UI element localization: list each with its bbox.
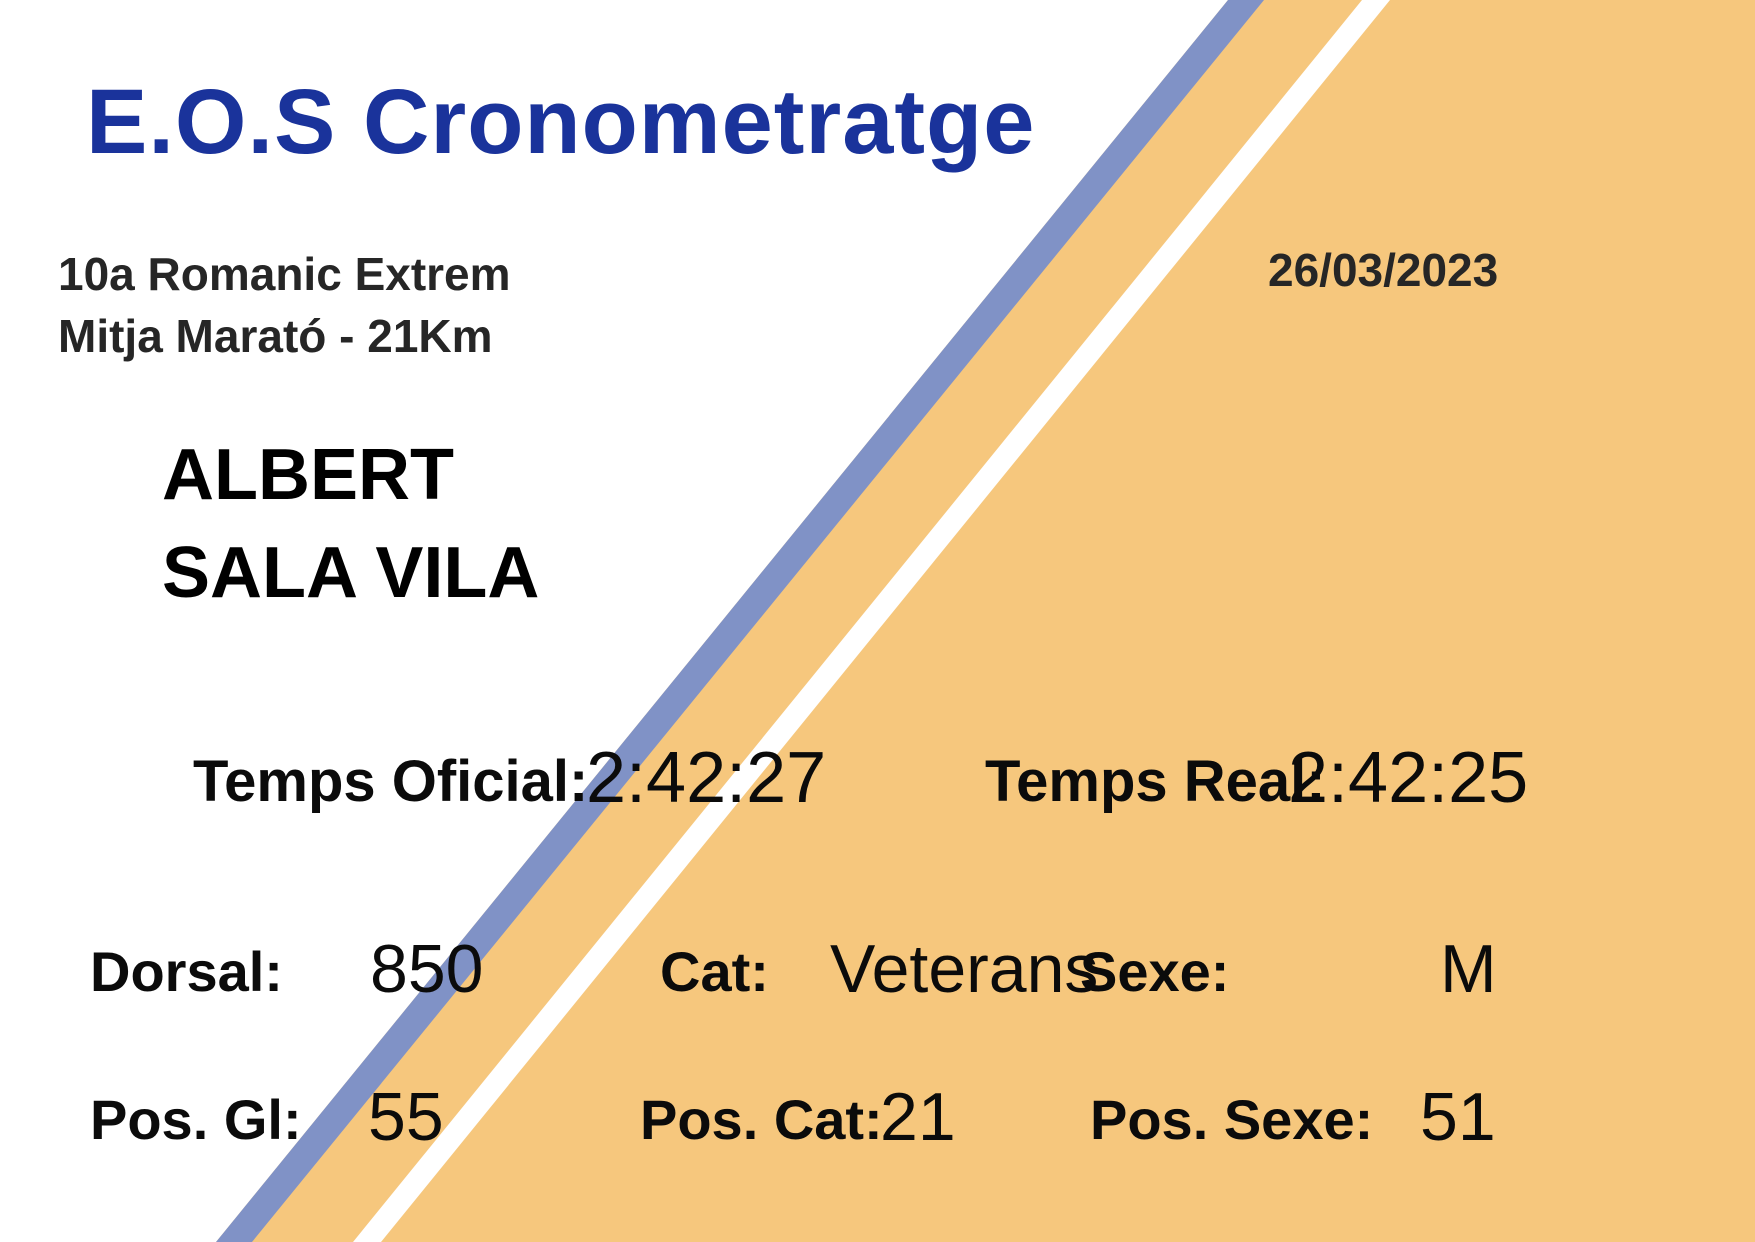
sex-position-value: 51 [1420, 1079, 1496, 1155]
event-name-line1: 10a Romanic Extrem [58, 248, 511, 300]
category-position-value: 21 [880, 1079, 956, 1155]
category-position-label: Pos. Cat: [640, 1088, 883, 1151]
blue-stripe [216, 0, 1264, 1242]
category-label: Cat: [660, 940, 769, 1003]
page-title: E.O.S Cronometratge [86, 71, 1036, 173]
sex-position-label: Pos. Sexe: [1090, 1088, 1374, 1151]
runner-first-name: ALBERT [162, 435, 454, 515]
sex-label: Sexe: [1080, 940, 1230, 1003]
bib-label: Dorsal: [90, 940, 283, 1003]
official-time-value: 2:42:27 [586, 738, 827, 818]
sex-value: M [1440, 931, 1497, 1007]
white-stripe [353, 0, 1390, 1242]
overall-position-value: 55 [368, 1079, 444, 1155]
official-time-label: Temps Oficial: [193, 749, 589, 814]
category-value: Veterans [830, 931, 1099, 1007]
event-date: 26/03/2023 [1268, 244, 1499, 296]
runner-last-name: SALA VILA [162, 533, 540, 613]
overall-position-label: Pos. Gl: [90, 1088, 302, 1151]
real-time-value: 2:42:25 [1288, 738, 1529, 818]
real-time-label: Temps Real: [985, 749, 1326, 814]
event-name: 10a Romanic Extrem Mitja Marató - 21Km [58, 243, 511, 367]
orange-field [216, 0, 1755, 1242]
bib-value: 850 [370, 931, 484, 1007]
event-name-line2: Mitja Marató - 21Km [58, 310, 493, 362]
